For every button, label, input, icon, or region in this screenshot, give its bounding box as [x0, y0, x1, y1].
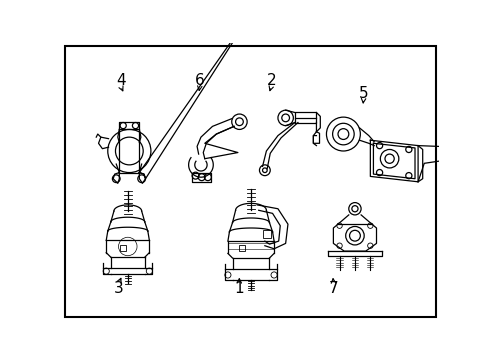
Text: 5: 5	[358, 86, 367, 100]
Text: 2: 2	[266, 73, 276, 88]
Bar	[238, 245, 244, 251]
Text: 3: 3	[114, 281, 123, 296]
Text: 1: 1	[234, 281, 244, 296]
Bar	[120, 245, 126, 251]
Text: 4: 4	[116, 73, 125, 88]
Bar	[263, 230, 270, 238]
Text: 6: 6	[195, 73, 204, 88]
Text: 7: 7	[328, 281, 338, 296]
